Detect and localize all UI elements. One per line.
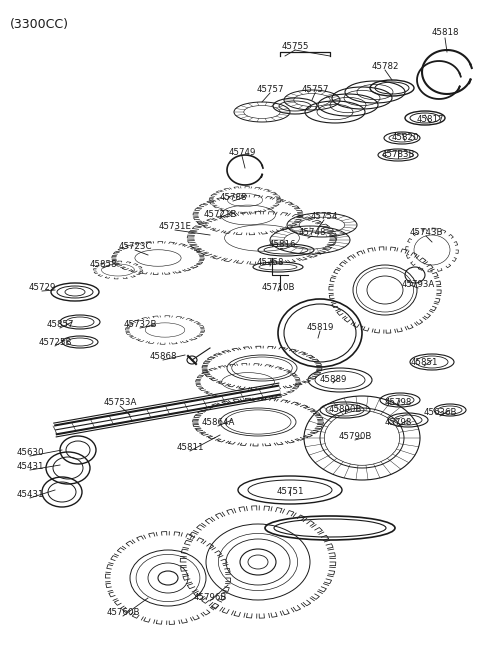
Text: (3300CC): (3300CC) — [10, 18, 69, 31]
Text: 45636B: 45636B — [423, 408, 457, 417]
Text: 45858: 45858 — [89, 260, 117, 269]
Text: 45757: 45757 — [256, 85, 284, 94]
Text: 45431: 45431 — [16, 462, 44, 471]
Text: 45890B: 45890B — [328, 405, 362, 414]
Text: 45431: 45431 — [16, 490, 44, 499]
Text: 45710B: 45710B — [261, 283, 295, 292]
Text: 45732B: 45732B — [123, 320, 157, 329]
Text: 45818: 45818 — [431, 28, 459, 37]
Text: 45796B: 45796B — [193, 593, 227, 602]
Text: 45757: 45757 — [301, 85, 329, 94]
Text: 45731E: 45731E — [158, 222, 192, 231]
Text: 45758: 45758 — [256, 258, 284, 267]
Text: 45851: 45851 — [410, 358, 438, 367]
Text: 45798: 45798 — [384, 418, 412, 427]
Text: 45790B: 45790B — [338, 432, 372, 441]
Text: 45793A: 45793A — [401, 280, 434, 289]
Text: 45723C: 45723C — [118, 242, 152, 251]
Text: 45630: 45630 — [16, 448, 44, 457]
Text: 45753A: 45753A — [103, 398, 137, 407]
Text: 45889: 45889 — [319, 375, 347, 384]
Text: 45820: 45820 — [391, 133, 419, 142]
Text: 45721B: 45721B — [203, 210, 237, 219]
Text: 45729: 45729 — [28, 283, 56, 292]
Text: 45864A: 45864A — [201, 418, 235, 427]
Text: 45783B: 45783B — [381, 150, 415, 159]
Text: 45816: 45816 — [268, 240, 296, 249]
Text: 45748: 45748 — [298, 228, 326, 237]
Text: 45811: 45811 — [176, 443, 204, 452]
Text: 45751: 45751 — [276, 487, 304, 496]
Text: 45743B: 45743B — [409, 228, 443, 237]
Text: 45749: 45749 — [228, 148, 256, 157]
Text: 45725B: 45725B — [38, 338, 72, 347]
Text: 45857: 45857 — [46, 320, 74, 329]
Text: 45755: 45755 — [281, 42, 309, 51]
Text: 45798: 45798 — [384, 398, 412, 407]
Text: 45817: 45817 — [416, 115, 444, 124]
Text: 45760B: 45760B — [106, 608, 140, 617]
Text: 45868: 45868 — [149, 352, 177, 361]
Text: 45788: 45788 — [219, 193, 247, 202]
Text: 45782: 45782 — [371, 62, 399, 71]
Text: 45819: 45819 — [306, 323, 334, 332]
Text: 45754: 45754 — [310, 212, 338, 221]
